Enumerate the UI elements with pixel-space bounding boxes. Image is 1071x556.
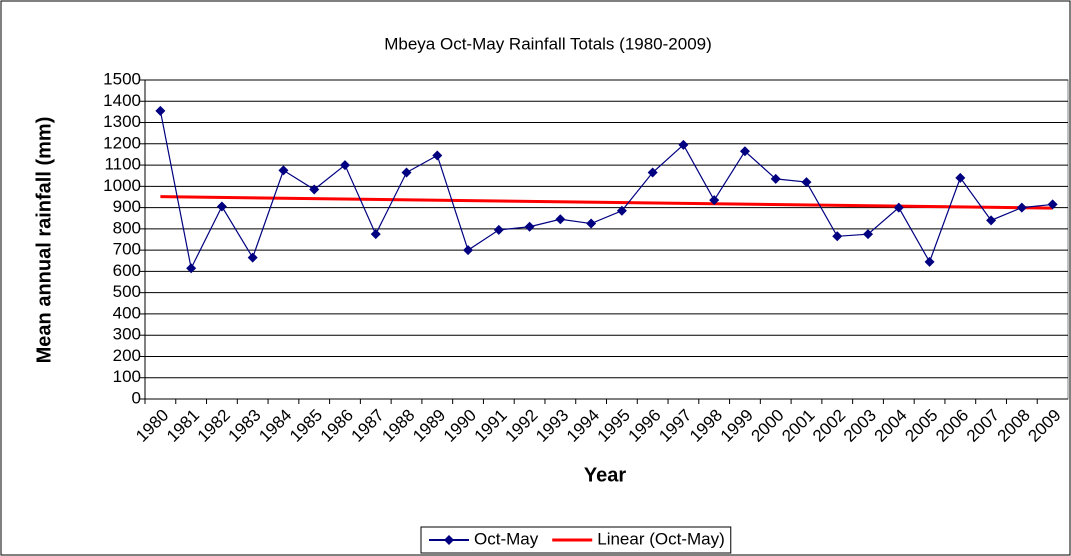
trendline: [160, 195, 1053, 210]
chart-title: Mbeya Oct-May Rainfall Totals (1980-2009…: [384, 34, 712, 53]
data-point: [432, 150, 443, 161]
data-point: [586, 218, 597, 229]
data-point: [1016, 202, 1027, 213]
y-tick-label: 900: [113, 197, 141, 216]
data-point: [893, 202, 904, 213]
plot-area: [144, 79, 1069, 400]
legend-label: Linear (Oct-May): [597, 529, 725, 548]
data-point: [955, 172, 966, 183]
data-point: [493, 224, 504, 235]
data-point: [216, 201, 227, 212]
data-point: [739, 146, 750, 157]
data-point: [986, 215, 997, 226]
data-point: [463, 245, 474, 256]
y-axis-label: Mean annual rainfall (mm): [33, 117, 55, 364]
data-point: [155, 105, 166, 116]
data-point: [709, 195, 720, 206]
legend-box: [420, 526, 732, 554]
y-tick-label: 1100: [104, 155, 141, 174]
y-tick-label: 1300: [103, 112, 141, 131]
y-tick-label: 500: [113, 282, 141, 301]
y-tick-label: 0: [132, 388, 141, 407]
y-tick-label: 1400: [103, 91, 141, 110]
data-point: [924, 256, 935, 267]
y-tick-label: 1500: [103, 69, 141, 88]
data-point: [555, 214, 566, 225]
legend-marker: [444, 535, 454, 545]
y-tick-label: 700: [113, 240, 141, 259]
y-tick-label: 600: [113, 261, 141, 280]
data-point: [278, 165, 289, 176]
y-tick-label: 400: [113, 303, 141, 322]
legend: Oct-May Linear (Oct-May): [420, 526, 732, 554]
y-tick-label: 100: [113, 367, 141, 386]
data-point: [801, 177, 812, 188]
data-point: [770, 173, 781, 184]
data-point: [863, 229, 874, 240]
y-tick-label: 1200: [103, 133, 141, 152]
series-line: [159, 110, 1053, 271]
data-point: [186, 263, 197, 274]
data-point: [1047, 199, 1058, 210]
data-point: [678, 139, 689, 150]
data-point: [832, 231, 843, 242]
data-point: [309, 184, 320, 195]
data-point: [647, 167, 658, 178]
data-point: [616, 205, 627, 216]
legend-label: Oct-May: [474, 529, 539, 548]
data-point: [247, 252, 258, 263]
data-point: [524, 221, 535, 232]
x-axis-label: Year: [584, 464, 626, 486]
data-point: [401, 167, 412, 178]
y-tick-label: 300: [113, 325, 141, 344]
data-point: [339, 160, 350, 171]
y-tick-label: 1000: [103, 176, 141, 195]
y-tick-label: 800: [113, 218, 141, 237]
data-point: [370, 229, 381, 240]
y-tick-label: 200: [113, 346, 141, 365]
